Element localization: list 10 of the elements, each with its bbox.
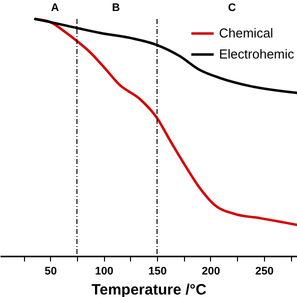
- legend-label: Electrohemic: [219, 46, 295, 62]
- text: C: [228, 2, 236, 14]
- x-tick-label: 150: [148, 266, 167, 278]
- x-tick-label: 250: [255, 266, 274, 278]
- text: B: [112, 2, 120, 14]
- x-tick-label: 50: [44, 266, 57, 278]
- x-tick-label: 200: [202, 266, 220, 278]
- legend-label: Chemical: [219, 26, 274, 40]
- x-tick-label: 100: [94, 266, 114, 278]
- text: A: [51, 2, 60, 14]
